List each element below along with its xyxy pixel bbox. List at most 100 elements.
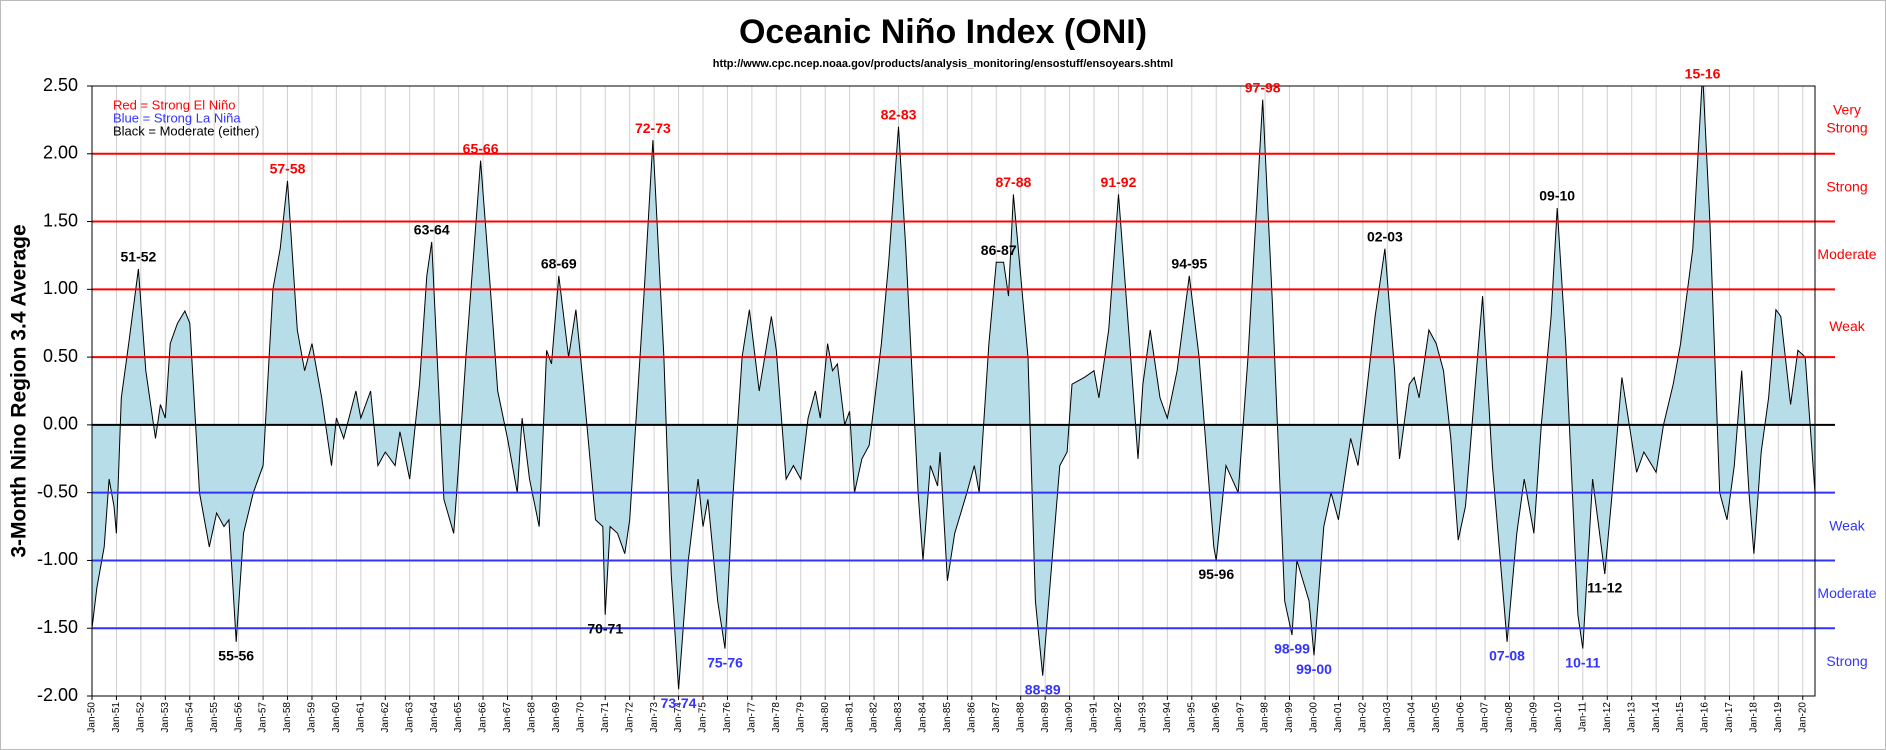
x-tick-label: Jan-71 [600,702,611,733]
y-tick-label: -1.00 [37,549,78,569]
legend-note: Black = Moderate (either) [113,123,259,138]
area-fill [92,86,1815,690]
x-tick-label: Jan-17 [1724,702,1735,733]
x-tick-label: Jan-69 [551,702,562,733]
band-label: Moderate [1817,585,1876,601]
x-tick-label: Jan-14 [1651,702,1662,733]
x-tick-label: Jan-15 [1675,702,1686,733]
event-label: 97-98 [1245,79,1281,95]
event-label: 82-83 [881,106,917,122]
band-label: Moderate [1817,246,1876,262]
event-label: 86-87 [981,242,1017,258]
x-tick-label: Jan-81 [844,702,855,733]
x-tick-label: Jan-99 [1284,702,1295,733]
area-line [92,86,1815,690]
event-label: 75-76 [707,654,743,670]
event-label: 87-88 [995,174,1031,190]
y-tick-label: 0.00 [43,414,78,434]
band-label: Strong [1826,120,1867,136]
x-tick-label: Jan-91 [1089,702,1100,733]
x-tick-label: Jan-73 [649,702,660,733]
x-tick-label: Jan-72 [624,702,635,733]
y-tick-label: 1.00 [43,278,78,298]
x-tick-label: Jan-13 [1626,702,1637,733]
x-tick-label: Jan-59 [307,702,318,733]
band-label: Strong [1826,178,1867,194]
x-tick-label: Jan-07 [1480,702,1491,733]
x-tick-label: Jan-88 [1015,702,1026,733]
x-tick-label: Jan-00 [1309,702,1320,733]
x-tick-label: Jan-20 [1797,702,1808,733]
event-label: 10-11 [1565,654,1600,670]
x-tick-label: Jan-19 [1773,702,1784,733]
plot-area [92,86,1815,690]
x-tick-label: Jan-89 [1040,702,1051,733]
x-tick-label: Jan-57 [258,702,269,733]
event-label: 88-89 [1025,681,1061,697]
x-tick-label: Jan-75 [698,702,709,733]
x-tick-label: Jan-58 [282,702,293,733]
x-tick-label: Jan-86 [966,702,977,733]
x-tick-label: Jan-64 [429,702,440,733]
x-tick-label: Jan-52 [136,702,147,733]
chart-subtitle: http://www.cpc.ncep.noaa.gov/products/an… [713,58,1173,70]
x-tick-label: Jan-95 [1186,702,1197,733]
chart-title: Oceanic Niño Index (ONI) [739,13,1147,51]
x-tick-label: Jan-98 [1260,702,1271,733]
x-tick-label: Jan-66 [478,702,489,733]
event-label: 94-95 [1171,255,1207,271]
event-label: 02-03 [1367,228,1403,244]
x-tick-label: Jan-62 [380,702,391,733]
event-label: 11-12 [1587,580,1622,596]
x-tick-label: Jan-04 [1406,702,1417,733]
x-tick-label: Jan-70 [575,702,586,733]
x-tick-label: Jan-01 [1333,702,1344,733]
event-label: 07-08 [1489,647,1525,663]
legend-note: Blue = Strong La Niña [113,110,241,125]
y-tick-label: 0.50 [43,346,78,366]
x-tick-label: Jan-97 [1235,702,1246,733]
event-label: 15-16 [1685,66,1721,82]
event-label: 72-73 [635,120,671,136]
event-label: 63-64 [414,222,450,238]
x-tick-label: Jan-79 [795,702,806,733]
y-tick-label: -1.50 [37,617,78,637]
x-tick-label: Jan-94 [1162,702,1173,733]
x-tick-label: Jan-03 [1382,702,1393,733]
event-label: 73-74 [661,695,697,711]
x-tick-label: Jan-50 [87,702,98,733]
x-tick-label: Jan-68 [527,702,538,733]
band-label: Weak [1829,318,1866,334]
x-tick-label: Jan-61 [355,702,366,733]
event-label: 68-69 [541,255,577,271]
y-tick-label: 2.50 [43,75,78,95]
x-tick-label: Jan-54 [184,702,195,733]
x-tick-label: Jan-96 [1211,702,1222,733]
band-label: Weak [1829,517,1866,533]
x-tick-label: Jan-92 [1113,702,1124,733]
x-tick-label: Jan-09 [1529,702,1540,733]
x-tick-label: Jan-85 [942,702,953,733]
event-label: 65-66 [463,140,499,156]
x-tick-label: Jan-82 [869,702,880,733]
x-tick-label: Jan-78 [771,702,782,733]
event-label: 99-00 [1296,661,1332,677]
legend-note: Red = Strong El Niño [113,97,235,112]
x-tick-label: Jan-12 [1602,702,1613,733]
x-tick-label: Jan-84 [918,702,929,733]
x-tick-label: Jan-56 [233,702,244,733]
event-label: 70-71 [587,620,623,636]
plot-frame [91,85,1816,697]
x-tick-label: Jan-18 [1749,702,1760,733]
x-tick-label: Jan-51 [111,702,122,733]
x-tick-label: Jan-80 [820,702,831,733]
x-tick-label: Jan-06 [1455,702,1466,733]
x-tick-label: Jan-65 [453,702,464,733]
y-tick-label: -2.00 [37,685,78,705]
event-label: 98-99 [1274,641,1310,657]
event-label: 55-56 [218,647,254,663]
x-tick-label: Jan-76 [722,702,733,733]
event-label: 09-10 [1539,188,1575,204]
y-tick-label: -0.50 [37,481,78,501]
